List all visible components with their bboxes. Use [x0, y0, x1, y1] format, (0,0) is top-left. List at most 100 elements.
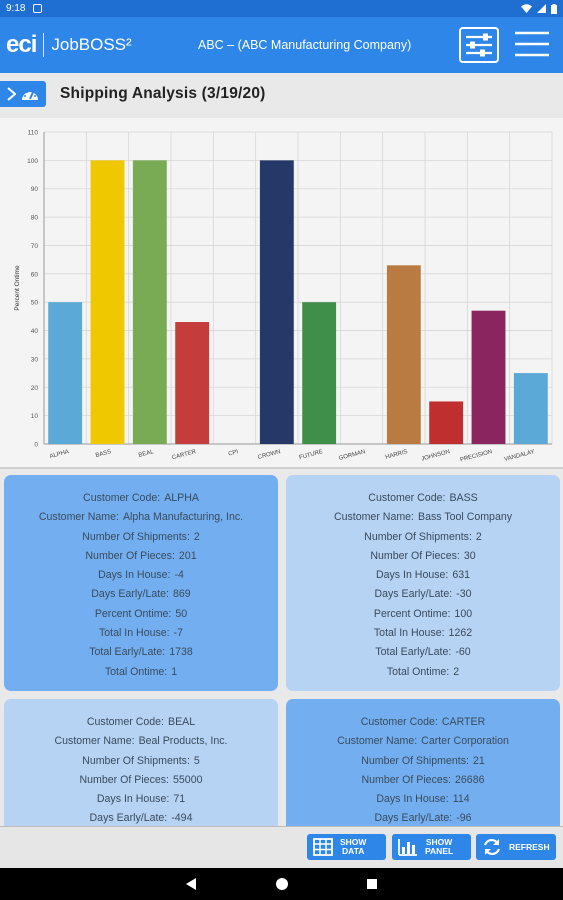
wifi-icon — [521, 4, 532, 13]
page-title: Shipping Analysis (3/19/20) — [60, 85, 266, 102]
show-data-button[interactable]: SHOW DATA — [307, 834, 386, 860]
field-value: -4 — [174, 569, 184, 582]
card-field: Total Early/Late: -60 — [286, 643, 560, 662]
bar — [386, 265, 421, 444]
field-label: Number Of Pieces: — [370, 549, 460, 562]
card-field: Customer Code: CARTER — [286, 713, 560, 732]
card-field: Total Early/Late: 1738 — [4, 643, 278, 662]
field-value: 71 — [173, 793, 186, 806]
field-label: Number Of Shipments: — [364, 530, 472, 543]
x-tick-label: PRECISION — [460, 449, 493, 463]
field-value: -60 — [455, 646, 471, 659]
customer-card[interactable]: Customer Code: ALPHA Customer Name: Alpha M… — [4, 475, 278, 691]
field-label: Number Of Pieces: — [361, 773, 452, 786]
field-value: 21 — [472, 754, 485, 767]
show-panel-line1: SHOW — [425, 837, 453, 847]
field-value: Beal Products, Inc. — [138, 735, 228, 748]
page-header: Shipping Analysis (3/19/20) — [0, 73, 563, 115]
bar — [471, 310, 506, 444]
hamburger-icon — [515, 31, 549, 57]
customer-card[interactable]: Customer Code: BEAL Customer Name: Beal Pro… — [4, 699, 278, 826]
x-tick-label: CROWN — [257, 449, 281, 461]
battery-icon — [551, 3, 557, 14]
x-tick-label: CPI — [228, 449, 240, 457]
field-value: Carter Corporation — [421, 735, 509, 748]
field-label: Customer Name: — [337, 735, 418, 748]
field-label: Days Early/Late: — [374, 812, 453, 825]
x-tick-label: FUTURE — [299, 449, 324, 461]
field-value: 869 — [173, 588, 191, 601]
card-field: Days Early/Late: 869 — [4, 585, 278, 604]
field-label: Customer Name: — [333, 511, 415, 524]
card-field: Customer Code: ALPHA — [4, 489, 278, 508]
customer-cards: Customer Code: ALPHA Customer Name: Alpha M… — [0, 470, 563, 826]
card-field: Number Of Pieces: 201 — [4, 547, 278, 566]
field-value: 55000 — [173, 773, 203, 786]
y-tick-label: 10 — [31, 413, 39, 420]
dashboard-toggle-button[interactable] — [0, 81, 46, 107]
back-icon[interactable] — [185, 877, 197, 891]
bar — [429, 401, 464, 444]
field-label: Customer Code: — [86, 716, 165, 728]
y-tick-label: 30 — [31, 356, 39, 363]
card-field: Days In House: 631 — [286, 566, 560, 585]
x-tick-label: ALPHA — [49, 449, 70, 460]
signal-icon — [537, 4, 546, 13]
x-tick-label: HARRIS — [385, 449, 408, 461]
bar — [302, 302, 337, 444]
home-icon[interactable] — [275, 877, 289, 891]
notification-icon — [33, 4, 43, 13]
bar — [513, 373, 548, 444]
card-field: Percent Ontime: 50 — [4, 605, 278, 624]
logo-eci: eci — [6, 31, 37, 58]
card-field: Days Early/Late: -30 — [286, 585, 560, 604]
field-label: Days In House: — [376, 793, 449, 806]
bar — [132, 160, 167, 444]
card-field: Total In House: 1262 — [286, 624, 560, 643]
card-field: Number Of Pieces: 26686 — [286, 771, 560, 790]
chart-divider — [0, 467, 563, 469]
field-label: Customer Name: — [54, 735, 135, 748]
field-value: Alpha Manufacturing, Inc. — [122, 511, 244, 524]
bar — [90, 160, 125, 444]
field-label: Number Of Pieces: — [85, 549, 175, 562]
x-tick-label: BEAL — [138, 449, 155, 459]
customer-card[interactable]: Customer Code: CARTER Customer Name: Carter… — [286, 699, 560, 826]
show-panel-button[interactable]: SHOW PANEL — [392, 834, 471, 860]
card-field: Customer Name: Carter Corporation — [286, 732, 560, 751]
y-tick-label: 100 — [27, 158, 38, 165]
card-field: Customer Name: Bass Tool Company — [286, 508, 560, 527]
field-value: 114 — [452, 793, 470, 806]
field-value: BASS — [449, 492, 478, 504]
gauge-icon — [21, 91, 38, 100]
field-value: Bass Tool Company — [418, 511, 513, 524]
customer-card[interactable]: Customer Code: BASS Customer Name: Bass Too… — [286, 475, 560, 691]
bar-chart: 0 10 20 30 40 50 60 70 80 90 100 110 Percent Ontime A… — [14, 130, 553, 463]
status-time: 9:18 — [6, 3, 26, 14]
field-label: Customer Name: — [38, 511, 119, 524]
x-tick-label: CARTER — [171, 449, 197, 461]
field-value: 26686 — [455, 773, 485, 786]
field-value: 201 — [178, 549, 197, 562]
y-tick-label: 50 — [31, 300, 39, 307]
field-label: Number Of Shipments: — [361, 754, 469, 767]
y-tick-label: 90 — [31, 186, 39, 193]
field-value: 631 — [452, 569, 471, 582]
filter-settings-button[interactable] — [459, 27, 499, 63]
field-label: Days In House: — [98, 569, 171, 582]
field-label: Total Early/Late: — [375, 646, 452, 659]
field-value: 1262 — [448, 627, 473, 640]
show-data-line1: SHOW — [340, 837, 367, 847]
status-bar: 9:18 — [0, 0, 563, 17]
y-tick-label: 0 — [34, 442, 38, 449]
x-tick-label: GORMAN — [338, 449, 366, 462]
card-field: Number Of Shipments: 21 — [286, 752, 560, 771]
refresh-label: REFRESH — [509, 841, 550, 852]
refresh-button[interactable]: REFRESH — [476, 834, 556, 860]
field-value: 1738 — [169, 646, 193, 659]
field-value: 2 — [453, 665, 460, 678]
card-field: Customer Code: BASS — [286, 489, 560, 508]
card-field: Total Ontime: 1 — [4, 663, 278, 682]
recents-icon[interactable] — [366, 877, 378, 891]
menu-button[interactable] — [513, 27, 553, 63]
